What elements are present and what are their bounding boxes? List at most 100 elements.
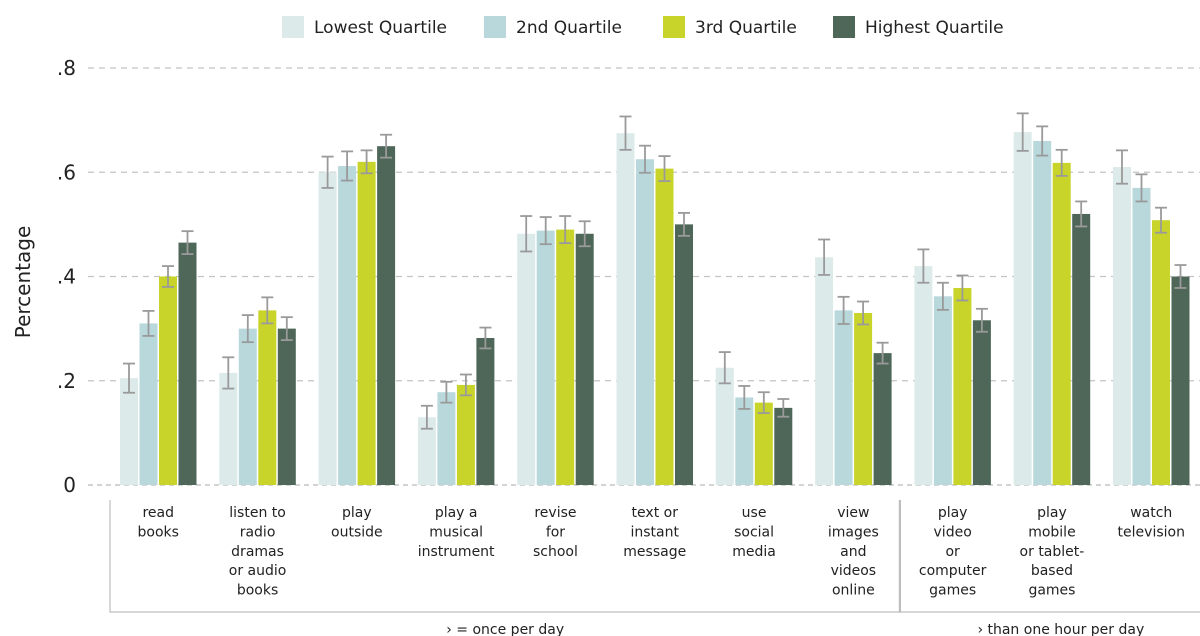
error-bar [837,295,850,325]
category-label-line: radio [240,524,276,540]
error-bar [1155,206,1167,234]
category-label-line: read [142,505,174,521]
bar [536,230,555,485]
bar [933,296,952,485]
error-bar [241,314,254,344]
error-bar [738,385,751,410]
category-label-line: view [837,505,869,521]
group-label: › than one hour per day [977,622,1144,636]
bar [476,338,495,485]
legend-swatch [833,16,855,38]
error-bar [658,155,671,183]
bar [575,233,594,485]
bar [139,323,158,485]
bar [277,328,296,485]
bar [1052,162,1071,485]
error-bar [757,391,770,414]
category-label-line: images [828,524,879,540]
bar [178,242,197,485]
bar [456,384,475,485]
category-label-line: books [138,524,179,540]
error-bar [578,220,591,248]
y-axis: 0 .2 .4 .6 .8 [57,56,76,497]
category-label-line: use [742,505,767,521]
category-label: play mobile or tablet-based games [1020,505,1085,599]
error-bar [1055,148,1068,177]
bar [675,224,693,485]
error-bar [678,212,690,237]
bar [437,392,456,485]
bar [159,276,177,485]
y-tick-label: .2 [57,369,76,393]
category-label-line: play [938,505,968,521]
error-bar [956,274,969,302]
category-label-line: play a [435,505,478,521]
error-bar [520,215,533,253]
bar [377,146,396,485]
bar [953,287,972,485]
bracket-line [109,500,901,613]
error-bar [162,265,174,288]
error-bar [341,150,354,182]
legend-label: 3rd Quartile [695,18,797,38]
bar [219,372,238,485]
error-bar [539,216,552,246]
error-bar [261,296,274,325]
error-bar [1036,125,1049,157]
error-bar [1075,200,1088,228]
bar [873,353,892,485]
y-tick-label: .6 [57,160,76,184]
group-bracket [898,500,1200,613]
group-bracket [109,500,901,613]
category-label: watch television [1118,505,1185,540]
category-label-line: play [1037,505,1067,521]
error-bar [1135,173,1148,203]
category-label-line: mobile [1028,524,1075,540]
bar [1132,187,1151,485]
category-label-line: or [945,544,960,560]
error-bar [1116,149,1128,185]
bars [120,132,1190,485]
category-label: use social media [732,505,776,560]
category-label-line: games [929,583,976,599]
legend-label: 2nd Quartile [516,18,622,38]
bar [1113,167,1131,485]
legend-label: Highest Quartile [865,18,1004,38]
error-bar [559,215,572,245]
bar [1152,220,1170,485]
category-label-line: revise [534,505,576,521]
error-bar [777,398,790,418]
error-bar [321,155,334,189]
error-bar [479,326,492,350]
category-label-line: play [342,505,372,521]
error-bar [440,380,453,404]
error-bar [936,281,949,311]
legend-swatch [484,16,506,38]
bar [357,161,376,485]
bar [1171,276,1190,485]
category-label-line: games [1028,583,1075,599]
category-label: listen to radio dramas or audio books [229,505,287,599]
bar [655,168,674,485]
bar [1072,213,1091,485]
error-bar [181,230,194,255]
legend-swatch [663,16,685,38]
category-label-line: online [832,583,875,599]
bar [1013,132,1032,485]
category-label-line: message [623,544,686,560]
group-label: › = once per day [446,622,564,636]
bar [338,165,357,485]
category-label: play a musical instrument [418,505,495,560]
category-label-line: media [732,544,776,560]
error-bar [459,373,472,397]
bar [914,266,933,485]
bar [616,133,635,485]
y-axis-title: Percentage [11,226,35,339]
bracket-line [898,500,1200,613]
category-label-line: videos [831,563,877,579]
category-label: play outside [331,505,383,540]
bar [238,328,257,485]
bar [417,417,436,485]
error-bar [857,300,870,326]
